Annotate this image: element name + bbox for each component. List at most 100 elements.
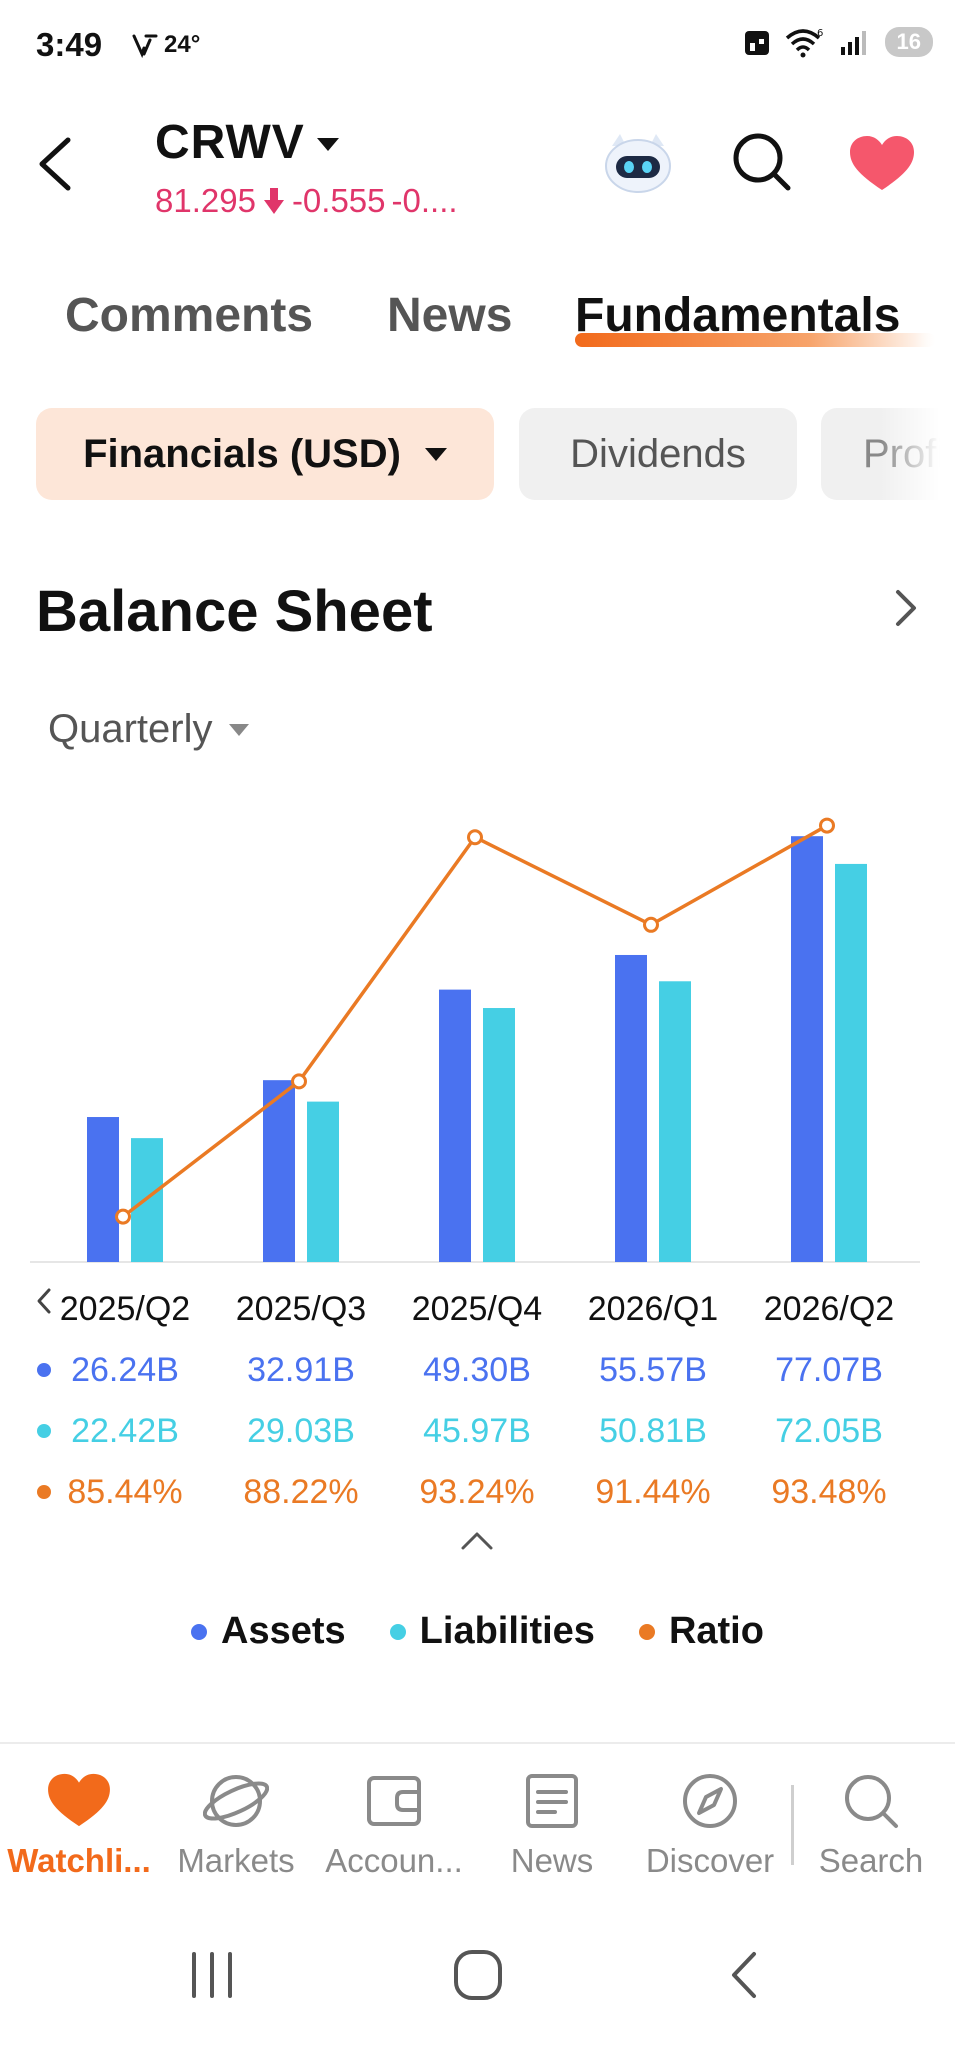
home-icon[interactable] — [452, 1948, 504, 2002]
tabs-fade — [915, 280, 955, 360]
legend-label-ratio: Ratio — [668, 1610, 764, 1652]
liabilities-cell: 50.81B — [599, 1412, 707, 1450]
period-label: Quarterly — [48, 707, 213, 751]
liabilities-cell: 45.97B — [423, 1412, 531, 1450]
period-cell: 2025/Q3 — [235, 1290, 367, 1328]
legend-dot-liabilities — [389, 1623, 406, 1640]
nav-label-accounts: Accoun... — [325, 1842, 463, 1879]
ratio-point-2025/Q3[interactable] — [291, 1073, 307, 1090]
wallet-icon — [367, 1776, 421, 1826]
tab-news[interactable]: News — [387, 289, 513, 342]
row-dot-assets — [37, 1363, 51, 1377]
ratio-point-2025/Q2[interactable] — [115, 1208, 131, 1225]
ticker-selector[interactable]: CRWV — [155, 115, 339, 170]
status-time: 3:49 — [36, 26, 103, 63]
bar-assets-2025/Q4[interactable] — [439, 989, 471, 1262]
nav-accounts[interactable]: Accoun... — [316, 1772, 472, 1880]
nav-separator — [791, 1785, 794, 1865]
heart-icon — [48, 1773, 110, 1827]
chips-fade — [880, 400, 955, 510]
chevron-left-icon[interactable] — [34, 1287, 54, 1315]
legend-dot-ratio — [638, 1623, 655, 1640]
last-price: 81.295 — [155, 182, 256, 219]
nav-label-watchlist: Watchli... — [7, 1842, 151, 1879]
assets-cell: 49.30B — [423, 1351, 531, 1389]
dividends-chip[interactable]: Dividends — [519, 408, 797, 500]
table-row-ratio: 85.44% 88.22% 93.24% 91.44% 93.48% — [0, 1463, 955, 1521]
tab-comments[interactable]: Comments — [65, 289, 314, 342]
nav-label-news: News — [510, 1842, 594, 1879]
bar-assets-2025/Q2[interactable] — [87, 1117, 119, 1262]
tab-fundamentals[interactable]: Fundamentals — [575, 289, 901, 342]
nav-search[interactable]: Search — [793, 1772, 949, 1880]
ratio-point-2026/Q2[interactable] — [819, 817, 835, 834]
ratio-cell: 93.24% — [419, 1473, 535, 1511]
status-weather: 24° — [130, 30, 200, 60]
bar-assets-2026/Q1[interactable] — [615, 954, 647, 1262]
legend-item-liabilities[interactable]: Liabilities — [389, 1610, 595, 1653]
financials-chip[interactable]: Financials (USD) — [36, 408, 494, 500]
price-change: -0.555 — [291, 182, 386, 219]
svg-text:6: 6 — [817, 28, 823, 39]
chevron-down-icon — [424, 447, 447, 461]
ratio-point-2025/Q4[interactable] — [467, 829, 483, 846]
nav-label-search: Search — [818, 1842, 924, 1879]
nav-watchlist[interactable]: Watchli... — [1, 1772, 157, 1880]
legend-label-assets: Assets — [221, 1610, 346, 1652]
search-icon — [845, 1775, 898, 1828]
ticker-symbol: CRWV — [155, 116, 305, 169]
period-cell: 2025/Q2 — [59, 1290, 191, 1328]
collapse-chevron-up-icon[interactable] — [459, 1528, 495, 1552]
chevron-down-icon — [228, 723, 249, 736]
balance-sheet-chart — [30, 817, 920, 1263]
liabilities-cell: 29.03B — [247, 1412, 355, 1450]
ratio-point-2026/Q1[interactable] — [643, 916, 659, 933]
chart-legend: Assets Liabilities Ratio — [0, 1610, 955, 1653]
battery-indicator: 16 — [884, 27, 933, 57]
compass-icon — [683, 1774, 737, 1828]
legend-item-assets[interactable]: Assets — [191, 1610, 346, 1653]
ratio-cell: 91.44% — [595, 1473, 711, 1511]
ai-robot-icon[interactable] — [600, 130, 676, 198]
status-icons: 6 16 — [743, 26, 933, 58]
ratio-cell: 88.22% — [243, 1473, 359, 1511]
legend-dot-assets — [191, 1623, 208, 1640]
bar-liabilities-2025/Q4[interactable] — [483, 1008, 515, 1262]
active-tab-indicator — [575, 333, 935, 347]
chevron-right-icon[interactable] — [892, 588, 920, 628]
assets-cell: 26.24B — [71, 1351, 179, 1389]
ratio-cell: 85.44% — [67, 1473, 183, 1511]
wifi-icon: 6 — [785, 28, 823, 58]
price-change-pct: -0.... — [391, 182, 458, 219]
table-row-periods: 2025/Q2 2025/Q3 2025/Q4 2026/Q1 2026/Q2 — [0, 1280, 955, 1338]
nav-discover[interactable]: Discover — [632, 1772, 788, 1880]
nav-label-discover: Discover — [645, 1842, 775, 1879]
assets-cell: 55.57B — [599, 1351, 707, 1389]
sim-icon — [744, 31, 769, 55]
nav-news[interactable]: News — [474, 1772, 630, 1880]
nav-label-markets: Markets — [177, 1842, 295, 1879]
bar-assets-2026/Q2[interactable] — [791, 836, 823, 1262]
bar-liabilities-2026/Q1[interactable] — [659, 981, 691, 1262]
assets-cell: 32.91B — [247, 1351, 355, 1389]
row-dot-ratio — [37, 1485, 51, 1499]
legend-item-ratio[interactable]: Ratio — [638, 1610, 764, 1653]
recent-apps-icon[interactable] — [188, 1950, 236, 2000]
signal-icon — [840, 31, 866, 55]
chevron-down-icon — [316, 138, 339, 151]
bar-liabilities-2026/Q2[interactable] — [835, 863, 867, 1262]
search-icon[interactable] — [730, 130, 794, 194]
section-title: Balance Sheet — [36, 579, 433, 644]
bar-liabilities-2025/Q3[interactable] — [307, 1101, 339, 1262]
period-selector[interactable]: Quarterly — [48, 707, 249, 752]
system-back-icon[interactable] — [726, 1950, 762, 2000]
back-icon[interactable] — [36, 136, 76, 192]
favorite-heart-icon[interactable] — [848, 134, 916, 194]
nav-markets[interactable]: Markets — [158, 1772, 314, 1880]
ratio-line — [121, 824, 828, 1218]
liabilities-cell: 72.05B — [775, 1412, 883, 1450]
bar-assets-2025/Q3[interactable] — [263, 1080, 295, 1262]
arrow-down-icon — [263, 188, 284, 214]
weather-temp: 24° — [164, 31, 201, 58]
planet-icon — [203, 1775, 269, 1827]
